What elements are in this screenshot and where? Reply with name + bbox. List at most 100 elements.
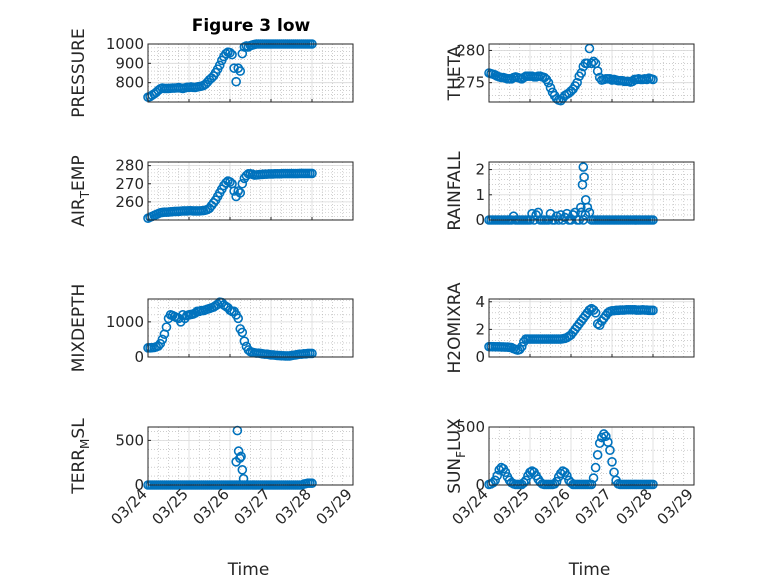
data-point: [227, 49, 237, 60]
y-axis-label-subscript: M: [78, 439, 92, 449]
axes-frame: [488, 298, 695, 358]
y-axis-label-subscript: F: [454, 451, 468, 458]
y-tick-label: 280: [115, 157, 144, 175]
x-tick-label: 03/29: [654, 485, 697, 528]
data-point: [605, 445, 615, 456]
data-point: [233, 313, 243, 324]
axes-frame: [147, 426, 354, 486]
data-point: [157, 334, 168, 345]
data-point: [572, 77, 582, 88]
x-axis-label: Time: [568, 560, 611, 580]
x-tick-label: 03/28: [613, 485, 656, 528]
y-axis-label-part: AIR: [69, 198, 89, 227]
subplot-8: 0500SUNFLUX03/2403/2503/2603/2703/2803/2…: [445, 418, 697, 580]
subplot-7: 0 500 TERRMSL 03/2403/2503/2603/2703/2803/2…: [69, 418, 356, 580]
data-point: [153, 341, 164, 351]
data-point: [233, 186, 243, 196]
data-point: [239, 336, 250, 346]
x-tick-label: 03/27: [572, 485, 615, 528]
x-tick-label: 03/29: [313, 485, 356, 528]
y-tick-label: 280: [456, 41, 485, 59]
y-axis-label-part: PRESSURE: [69, 28, 89, 117]
y-tick-label: 500: [115, 431, 144, 449]
x-tick-label: 03/26: [531, 485, 574, 528]
y-tick-label: 0: [475, 211, 485, 229]
y-tick-label: 4: [475, 293, 485, 311]
data-point: [580, 195, 591, 205]
data-point: [229, 186, 239, 196]
data-point: [648, 479, 658, 490]
data-point: [576, 202, 586, 213]
axes-frame: [147, 43, 354, 103]
data-point: [236, 451, 246, 462]
y-axis-label-part: H2OMIXRA: [445, 282, 465, 373]
data-point: [235, 188, 246, 198]
y-tick-label: 0: [134, 476, 144, 494]
data-point: [590, 462, 601, 473]
figure-title: Figure 3 low: [192, 16, 311, 36]
y-axis-label-part: SL: [69, 418, 89, 439]
data-point: [584, 43, 595, 54]
data-point: [492, 470, 503, 481]
y-axis-label: RAINFALL: [445, 151, 465, 231]
data-point: [592, 450, 603, 460]
y-axis-label: SUNFLUX: [445, 418, 468, 494]
data-point: [562, 470, 572, 481]
data-point: [555, 468, 566, 479]
y-tick-label: 260: [115, 193, 144, 211]
axes-frame: [488, 43, 695, 103]
y-tick-label: 0: [475, 476, 485, 494]
y-tick-label: 1000: [106, 313, 144, 331]
data-point: [527, 208, 537, 219]
axes-background: [489, 427, 694, 485]
x-axis-label: Time: [227, 560, 270, 580]
data-point: [586, 58, 597, 69]
data-point: [225, 177, 235, 187]
y-axis-label-subscript: T: [78, 190, 92, 199]
y-axis-label-part: EMP: [69, 155, 89, 191]
y-tick-label: 0: [475, 348, 485, 366]
data-point: [521, 475, 531, 486]
data-point: [238, 473, 249, 484]
x-tick-label: 03/26: [190, 485, 233, 528]
axes-frame: [147, 298, 354, 358]
x-tick-label: 03/24: [108, 485, 151, 528]
axes-background: [489, 162, 694, 220]
data-point: [221, 48, 231, 59]
axes-frame: [147, 161, 354, 221]
data-point: [549, 479, 560, 489]
data-point: [235, 66, 246, 76]
data-point: [579, 172, 589, 182]
y-tick-label: 1000: [106, 35, 144, 53]
y-axis-label: PRESSURE: [69, 28, 89, 117]
y-tick-label: 270: [115, 175, 144, 193]
data-point: [307, 168, 317, 179]
data-point: [494, 465, 505, 475]
y-tick-label: 2: [475, 161, 485, 179]
y-tick-label: 2: [475, 320, 485, 338]
data-point: [578, 162, 589, 172]
data-point: [598, 429, 609, 439]
subplot-6: 0 2 4 H2OMIXRA: [445, 282, 695, 374]
y-tick-label: 900: [115, 54, 144, 72]
data-series: [484, 43, 658, 106]
data-point: [592, 66, 603, 76]
subplot-5: 0 1000 MIXDEPTH: [69, 284, 354, 372]
data-point: [545, 83, 556, 93]
y-axis-label-part: SUN: [445, 458, 465, 494]
y-axis-label-part: LUX: [445, 418, 465, 451]
data-point: [231, 76, 241, 87]
data-point: [543, 77, 554, 88]
y-tick-label: 800: [115, 74, 144, 92]
data-point: [607, 456, 617, 467]
data-point: [576, 68, 587, 78]
data-point: [214, 60, 225, 71]
data-point: [551, 476, 562, 487]
data-series: [484, 303, 658, 355]
data-point: [516, 341, 527, 352]
data-point: [225, 47, 235, 58]
